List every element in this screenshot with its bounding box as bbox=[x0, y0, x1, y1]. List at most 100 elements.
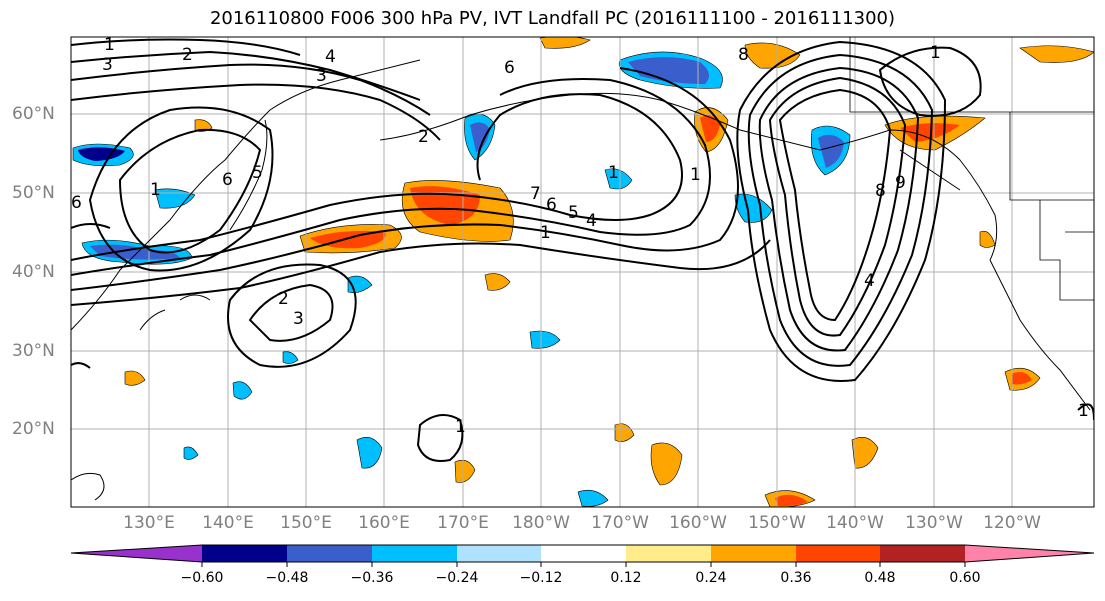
pos-anomaly-blob bbox=[650, 442, 683, 486]
colorbar-tick-label: −0.12 bbox=[519, 570, 563, 586]
colorbar-tick-label: 0.12 bbox=[610, 570, 642, 586]
pos-anomaly-core bbox=[700, 115, 720, 142]
contour-label: 5 bbox=[568, 203, 579, 223]
colorbar-swatch bbox=[202, 545, 287, 562]
neg-anomaly-core bbox=[470, 122, 490, 152]
contour-label: 1 bbox=[690, 165, 701, 185]
coastlines bbox=[71, 59, 1091, 501]
pos-anomaly-blob bbox=[979, 231, 996, 248]
neg-anomaly-blob bbox=[356, 437, 383, 469]
neg-anomaly-core bbox=[628, 57, 709, 84]
contour-label: 1 bbox=[540, 223, 551, 243]
neg-anomaly-blob bbox=[734, 193, 773, 223]
colorbar-tick-label: 0.24 bbox=[695, 570, 727, 586]
map-title: 2016110800 F006 300 hPa PV, IVT Landfall… bbox=[209, 8, 896, 29]
neg-anomaly-blob bbox=[577, 489, 609, 507]
colorbar-tick-label: −0.60 bbox=[180, 570, 224, 586]
contour-label: 1 bbox=[1078, 401, 1089, 421]
lon-label: 160°W bbox=[669, 513, 727, 533]
graticule bbox=[71, 37, 1094, 507]
pos-anomaly-blob bbox=[539, 37, 591, 49]
colorbar-swatch bbox=[965, 545, 1094, 562]
colorbar-swatch bbox=[372, 545, 457, 562]
contour-label: 1 bbox=[930, 43, 941, 63]
neg-anomaly-core bbox=[818, 134, 844, 168]
lon-label: 160°E bbox=[358, 513, 410, 533]
contour-label: 2 bbox=[182, 45, 193, 65]
pos-anomaly-blob bbox=[851, 437, 879, 469]
lat-label: 50°N bbox=[12, 183, 55, 203]
lat-label: 20°N bbox=[12, 419, 55, 439]
colorbar-swatch bbox=[796, 545, 880, 562]
contour-label: 4 bbox=[586, 211, 597, 231]
colorbar-swatch bbox=[626, 545, 711, 562]
map-frame bbox=[70, 36, 1095, 508]
borders bbox=[849, 37, 1094, 301]
pos-anomaly-blob bbox=[454, 459, 476, 483]
lon-label: 170°E bbox=[437, 513, 489, 533]
pos-anomaly-blob bbox=[484, 273, 511, 291]
contour-label: 4 bbox=[864, 271, 875, 291]
contour-label: 3 bbox=[293, 309, 304, 329]
neg-anomaly-blob bbox=[183, 446, 199, 460]
contour-label: 3 bbox=[316, 66, 327, 86]
lon-label: 180°W bbox=[512, 513, 570, 533]
contour-label: 4 bbox=[325, 47, 336, 67]
lon-label: 120°W bbox=[983, 513, 1041, 533]
pos-anomaly-core bbox=[775, 494, 808, 507]
neg-anomaly-blob bbox=[232, 381, 253, 400]
colorbar-tick-label: −0.36 bbox=[350, 570, 394, 586]
lon-label: 140°W bbox=[826, 513, 884, 533]
pos-anomaly-blob bbox=[614, 423, 635, 442]
colorbar-tick-label: −0.24 bbox=[435, 570, 479, 586]
colorbar bbox=[70, 544, 1095, 567]
colorbar-swatch bbox=[880, 545, 965, 562]
neg-anomaly-blob bbox=[282, 351, 299, 364]
contour-label: 6 bbox=[222, 170, 233, 190]
contour-label: 6 bbox=[71, 193, 82, 213]
colorbar-tick-label: 0.48 bbox=[864, 570, 896, 586]
colorbar-swatch bbox=[711, 545, 796, 562]
contour-label: 6 bbox=[504, 58, 515, 78]
pos-anomaly-blob bbox=[744, 42, 801, 69]
colorbar-swatch bbox=[287, 545, 372, 562]
neg-anomaly-blob bbox=[154, 188, 196, 209]
contour-label: 7 bbox=[530, 184, 541, 204]
pv-contours bbox=[71, 38, 1094, 462]
lon-label: 170°W bbox=[591, 513, 649, 533]
contour-label: 6 bbox=[546, 195, 557, 215]
lon-label: 150°W bbox=[748, 513, 806, 533]
colorbar-swatch bbox=[541, 545, 626, 562]
lat-label: 40°N bbox=[12, 262, 55, 282]
contour-label: 1 bbox=[608, 163, 619, 183]
neg-anomaly-core bbox=[90, 244, 180, 260]
contour-labels: 1 3 2 4 3 6 1 2 6 5 1 6 7 6 5 4 1 1 8 1 … bbox=[71, 35, 1089, 437]
colorbar-swatch bbox=[457, 545, 541, 562]
contour-label: 1 bbox=[150, 180, 161, 200]
lon-label: 130°W bbox=[905, 513, 963, 533]
contour-label: 3 bbox=[102, 55, 113, 75]
neg-anomaly-blob bbox=[604, 168, 633, 190]
contour-label: 2 bbox=[278, 289, 289, 309]
lat-label: 60°N bbox=[12, 104, 55, 124]
pos-anomaly-blob bbox=[1019, 45, 1094, 63]
neg-anomaly-blob bbox=[529, 330, 561, 349]
colorbar-tick-label: −0.48 bbox=[265, 570, 309, 586]
contour-label: 2 bbox=[418, 127, 429, 147]
contour-label: 5 bbox=[252, 163, 263, 183]
pos-anomaly-blob bbox=[124, 370, 146, 386]
contour-label: 8 bbox=[875, 181, 886, 201]
lat-label: 30°N bbox=[12, 341, 55, 361]
lon-label: 130°E bbox=[123, 513, 175, 533]
colorbar-tick-label: 0.36 bbox=[780, 570, 812, 586]
contour-label: 8 bbox=[738, 45, 749, 65]
map-content: 1 3 2 4 3 6 1 2 6 5 1 6 7 6 5 4 1 1 8 1 … bbox=[71, 35, 1094, 507]
contour-label: 9 bbox=[895, 173, 906, 193]
colorbar-tick-label: 0.60 bbox=[949, 570, 981, 586]
lon-label: 140°E bbox=[202, 513, 254, 533]
colorbar-swatch bbox=[71, 545, 202, 562]
contour-label: 1 bbox=[104, 35, 115, 55]
lon-label: 150°E bbox=[280, 513, 332, 533]
contour-label: 1 bbox=[455, 417, 466, 437]
